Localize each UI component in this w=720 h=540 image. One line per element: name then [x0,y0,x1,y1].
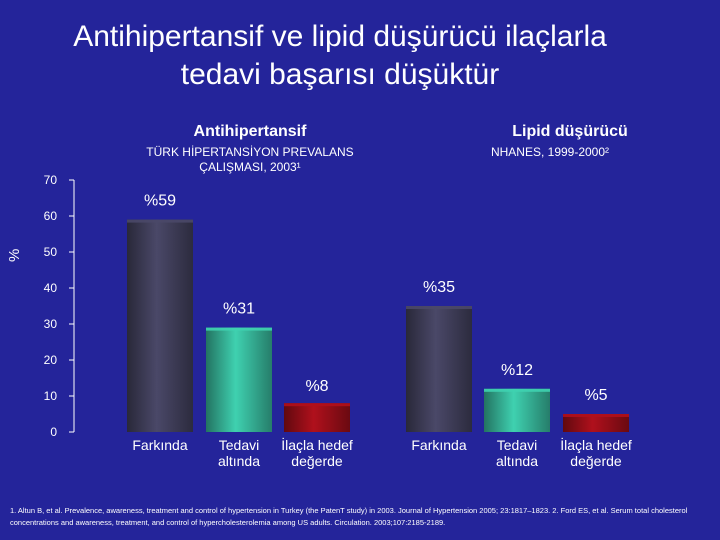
group-source-antihipertansif: TÜRK HİPERTANSİYON PREVALANS ÇALIŞMASI, … [146,145,354,174]
category-label: değerde [291,453,343,469]
category-label: altında [218,453,260,469]
title-line-2: tedavi başarısı düşüktür [180,58,500,91]
bar-value-label: %5 [584,387,607,404]
y-tick-label: 30 [44,317,58,331]
y-tick-label: 0 [50,425,57,439]
category-label: Farkında [132,437,187,453]
category-label: İlaçla hedef [560,436,632,453]
title-line-1: Antihipertansif ve lipid düşürücü ilaçla… [73,20,607,53]
bar-value-label: %12 [501,362,533,379]
bar-top-edge [484,388,550,392]
y-tick-label: 50 [44,245,58,259]
bar-top-edge [406,306,472,309]
bar-value-label: %31 [223,301,255,318]
category-label: altında [496,453,538,469]
category-label: İlaçla hedef [281,436,353,453]
group-label-antihipertansif: Antihipertansif [193,123,307,140]
bar [484,388,550,432]
footnote: 1. Altun B, et al. Prevalence, awareness… [10,506,688,527]
bar [284,403,350,432]
category-label: değerde [570,453,622,469]
bar [127,219,193,432]
bar-chart: 010203040506070%59Farkında%31Tedavialtın… [44,173,632,469]
bar [406,306,472,432]
y-tick-label: 40 [44,281,58,295]
y-tick-label: 70 [44,173,58,187]
bar-top-edge [206,327,272,331]
y-tick-label: 10 [44,389,58,403]
group-label-lipid: Lipid düşürücü [512,123,628,140]
bar-value-label: %8 [305,378,328,395]
y-tick-label: 20 [44,353,58,367]
group-source-lipid: NHANES, 1999-2000² [490,145,610,159]
y-tick-label: 60 [44,209,58,223]
bar-top-edge [284,403,350,407]
slide-title: Antihipertansif ve lipid düşürücü ilaçla… [0,18,680,94]
bar [563,414,629,432]
bar [206,327,272,432]
category-label: Farkında [411,437,466,453]
bar-top-edge [563,414,629,417]
bar-top-edge [127,219,193,223]
category-label: Tedavi [219,437,259,453]
bar-value-label: %59 [144,193,176,210]
category-label: Tedavi [497,437,537,453]
bar-value-label: %35 [423,279,455,296]
